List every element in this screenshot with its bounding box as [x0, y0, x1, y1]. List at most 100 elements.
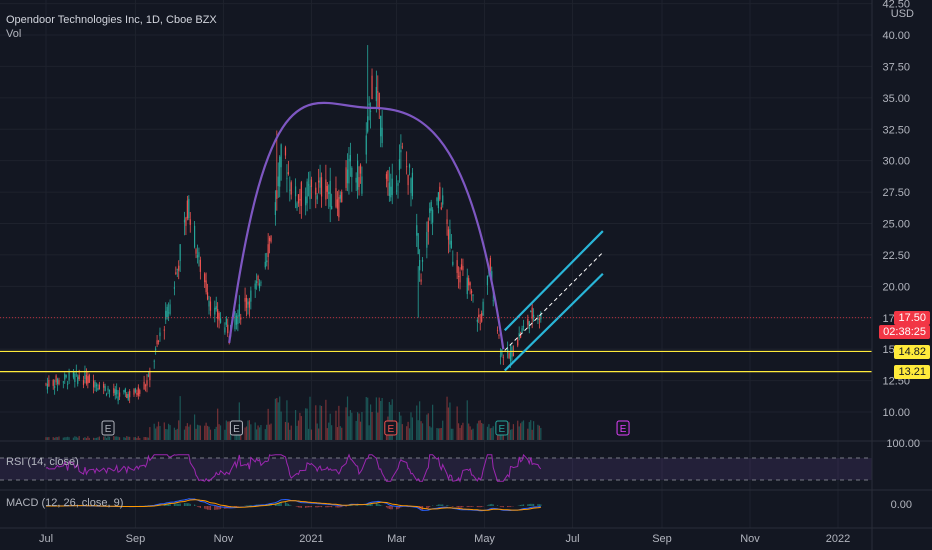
- candle-body: [267, 244, 269, 258]
- drawing-overlays: [0, 101, 872, 373]
- candle-body: [290, 182, 292, 195]
- candle-body: [432, 209, 434, 223]
- volume-bar: [305, 408, 307, 440]
- candle-body: [196, 255, 199, 258]
- volume-bar: [143, 436, 145, 440]
- candle-body: [155, 348, 157, 350]
- volume-bar: [286, 400, 288, 440]
- macd-histogram-bar: [318, 506, 320, 508]
- macd-histogram-bar: [537, 504, 539, 506]
- volume-bar: [256, 429, 258, 440]
- candle-body: [299, 199, 301, 201]
- volume-bar: [269, 424, 271, 440]
- volume-bar: [244, 427, 246, 440]
- volume-bar: [113, 436, 115, 440]
- macd-histogram-bar: [518, 505, 520, 506]
- macd-histogram-bar: [319, 506, 321, 507]
- macd-histogram-bar: [208, 506, 210, 510]
- candle-body: [52, 380, 54, 386]
- candle-body: [205, 280, 207, 293]
- candle-body: [359, 164, 362, 174]
- volume-bar: [103, 436, 105, 440]
- volume-bar: [449, 402, 451, 440]
- candle-body: [65, 375, 67, 377]
- volume-bar: [336, 427, 339, 440]
- candle-body: [407, 174, 409, 186]
- volume-bar: [378, 397, 380, 440]
- volume-bar: [456, 406, 458, 440]
- volume-bar: [56, 437, 59, 440]
- macd-histogram-bar: [365, 505, 367, 506]
- price-tick-label: 25.00: [882, 219, 910, 231]
- macd-label[interactable]: MACD (12, 26, close, 9): [6, 497, 124, 509]
- volume-bar: [227, 421, 229, 440]
- macd-histogram-bar: [466, 506, 468, 508]
- price-tick-label: 27.50: [882, 187, 910, 199]
- candle-body: [55, 375, 57, 383]
- earnings-marker-label: E: [620, 424, 627, 435]
- volume-bar: [274, 398, 276, 440]
- candle-body: [118, 392, 121, 397]
- candle-body: [482, 301, 484, 316]
- candle-body: [357, 160, 359, 190]
- candle-body: [416, 225, 418, 236]
- volume-bar: [457, 423, 460, 440]
- macd-histogram-bar: [527, 504, 529, 506]
- macd-histogram-bar: [215, 506, 217, 510]
- macd-histogram-bar: [198, 506, 200, 508]
- volume-bar: [462, 422, 464, 440]
- candle-body: [114, 389, 116, 395]
- volume-bar: [64, 437, 66, 440]
- volume-bar: [84, 437, 86, 440]
- candle-body: [398, 159, 401, 171]
- candle-body: [517, 339, 519, 346]
- macd-histogram-bar: [528, 504, 530, 506]
- volume-bar: [205, 422, 207, 440]
- candle-body: [319, 177, 321, 188]
- macd-histogram-bar: [378, 504, 380, 506]
- candle-body: [193, 225, 196, 248]
- volume-bar: [538, 425, 540, 440]
- macd-histogram-bar: [397, 506, 399, 510]
- candle-body: [97, 387, 99, 391]
- candle-body: [215, 306, 217, 310]
- volume-bar: [380, 400, 382, 440]
- candle-body: [143, 381, 145, 390]
- candle-body: [522, 326, 525, 328]
- volume-bar: [77, 437, 79, 440]
- candle-body: [521, 328, 523, 333]
- macd-histogram-bar: [367, 504, 369, 506]
- volume-bar: [214, 428, 216, 440]
- volume-bar: [426, 414, 428, 440]
- rsi-label[interactable]: RSI (14, close): [6, 456, 79, 468]
- candle-body: [62, 381, 64, 383]
- volume-bar: [108, 436, 111, 440]
- volume-bar: [129, 436, 131, 440]
- macd-histogram-bar: [270, 504, 272, 506]
- macd-histogram-bar: [284, 502, 287, 506]
- volume-bar: [468, 423, 470, 440]
- candle-body: [269, 237, 271, 242]
- candle-body: [237, 315, 239, 325]
- candle-body: [260, 282, 262, 284]
- candle-body: [198, 252, 200, 258]
- candle-body: [450, 240, 452, 248]
- candle-body: [218, 312, 220, 321]
- price-tick-label: 30.00: [882, 156, 910, 168]
- volume-bar: [186, 423, 188, 440]
- macd-histogram-bar: [491, 503, 493, 506]
- volume-bar: [408, 428, 411, 440]
- volume-bar: [429, 426, 431, 440]
- volume-bar: [126, 436, 128, 440]
- macd-histogram-bar: [436, 504, 438, 506]
- candle-body: [163, 329, 165, 331]
- macd-histogram-bar: [395, 506, 398, 510]
- volume-bar: [306, 408, 308, 440]
- candle-body: [492, 300, 494, 302]
- candle-body: [276, 190, 278, 199]
- volume-bar: [466, 400, 468, 440]
- macd-histogram-bar: [488, 504, 490, 506]
- macd-histogram-bar: [472, 506, 474, 507]
